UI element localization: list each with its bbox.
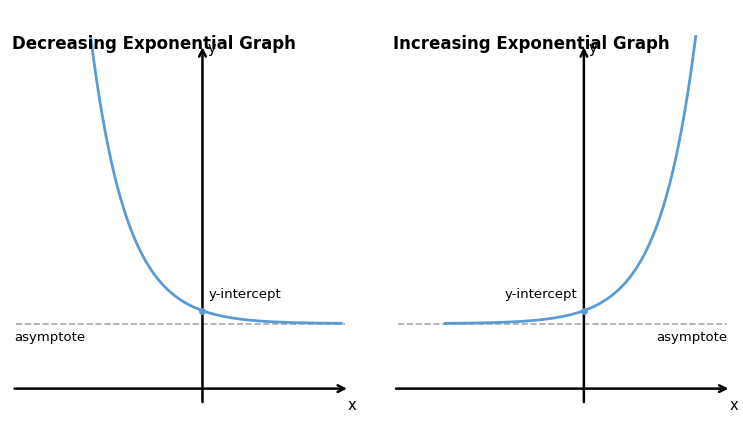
- Text: x: x: [348, 398, 357, 414]
- Text: Increasing Exponential Graph: Increasing Exponential Graph: [393, 35, 669, 53]
- Text: y: y: [589, 41, 597, 56]
- Text: asymptote: asymptote: [14, 332, 85, 345]
- Text: x: x: [729, 398, 738, 414]
- Text: y-intercept: y-intercept: [504, 288, 577, 301]
- Text: asymptote: asymptote: [656, 332, 727, 345]
- Text: y-intercept: y-intercept: [209, 288, 282, 301]
- Text: y: y: [207, 41, 216, 56]
- Text: Decreasing Exponential Graph: Decreasing Exponential Graph: [12, 35, 296, 53]
